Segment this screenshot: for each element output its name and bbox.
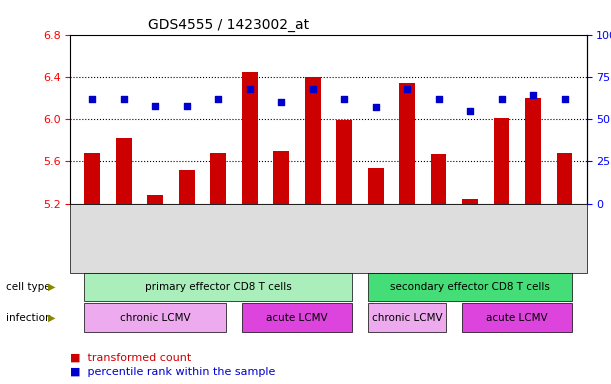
Point [402, 86, 412, 92]
Point [245, 86, 255, 92]
Point [528, 92, 538, 98]
Point [434, 96, 444, 102]
Text: ■  percentile rank within the sample: ■ percentile rank within the sample [70, 367, 276, 377]
Text: acute LCMV: acute LCMV [266, 313, 327, 323]
Point [339, 96, 349, 102]
Point [87, 96, 97, 102]
Bar [399, 83, 415, 204]
Bar [494, 118, 510, 204]
Bar [242, 71, 258, 204]
Text: secondary effector CD8 T cells: secondary effector CD8 T cells [390, 282, 550, 292]
Text: cell type: cell type [6, 282, 54, 292]
Text: acute LCMV: acute LCMV [486, 313, 548, 323]
Point [465, 108, 475, 114]
Bar [431, 154, 447, 204]
Bar [557, 153, 573, 204]
Bar [147, 195, 163, 204]
Bar [525, 98, 541, 204]
Point [213, 96, 223, 102]
Point [497, 96, 507, 102]
Bar [368, 167, 384, 204]
Point [308, 86, 318, 92]
Text: primary effector CD8 T cells: primary effector CD8 T cells [145, 282, 291, 292]
Text: GDS4555 / 1423002_at: GDS4555 / 1423002_at [148, 18, 309, 32]
Text: ▶: ▶ [48, 282, 56, 292]
Point [119, 96, 129, 102]
Point [371, 104, 381, 110]
Bar [84, 153, 100, 204]
Point [276, 99, 286, 105]
Text: infection: infection [6, 313, 55, 323]
Text: ■  transformed count: ■ transformed count [70, 353, 191, 363]
Bar [462, 199, 478, 204]
Bar [210, 153, 226, 204]
Text: ▶: ▶ [48, 313, 56, 323]
Text: chronic LCMV: chronic LCMV [120, 313, 191, 323]
Bar [305, 77, 321, 204]
Bar [336, 120, 352, 204]
Point [150, 103, 160, 109]
Point [560, 96, 569, 102]
Bar [179, 170, 195, 204]
Bar [273, 151, 289, 204]
Text: chronic LCMV: chronic LCMV [372, 313, 442, 323]
Point [182, 103, 192, 109]
Bar [116, 138, 131, 204]
